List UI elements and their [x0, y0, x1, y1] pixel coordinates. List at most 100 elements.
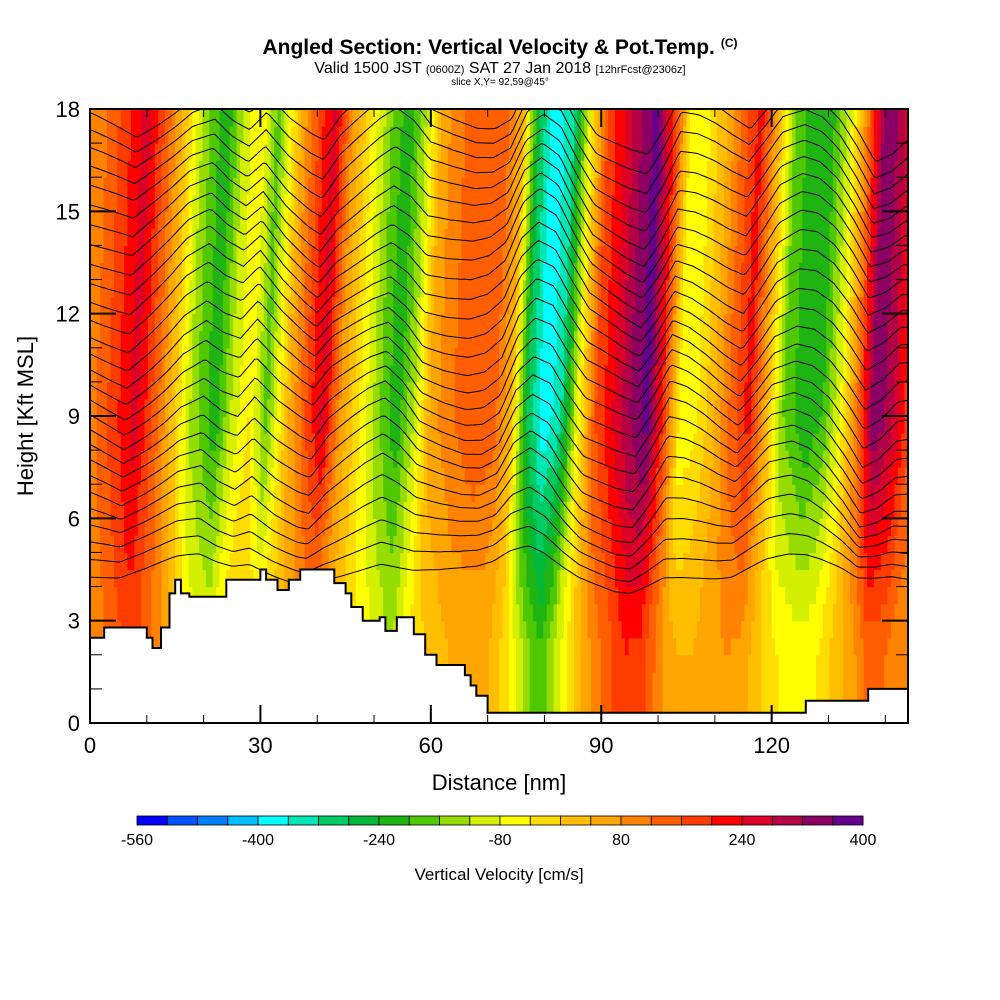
field-cell [124, 364, 129, 383]
field-cell [437, 433, 442, 451]
field-cell [434, 603, 439, 622]
field-cell [345, 381, 350, 400]
field-cell [147, 245, 152, 264]
field-cell [400, 535, 405, 554]
field-cell [134, 177, 139, 195]
field-cell [270, 177, 275, 195]
field-cell [417, 228, 422, 247]
field-cell [216, 535, 221, 554]
field-cell [195, 194, 200, 212]
field-cell [372, 347, 377, 366]
field-cell [519, 654, 524, 673]
field-cell [393, 228, 398, 247]
field-cell [447, 177, 452, 195]
field-cell [236, 279, 241, 298]
field-cell [522, 177, 527, 195]
field-cell [509, 467, 514, 485]
field-cell [369, 603, 374, 622]
field-cell [355, 433, 360, 451]
field-cell [304, 211, 309, 229]
field-cell [195, 398, 200, 417]
field-cell [315, 552, 319, 571]
field-cell [144, 228, 149, 247]
field-cell [212, 228, 217, 247]
field-cell [403, 501, 408, 519]
field-cell [509, 347, 514, 366]
field-cell [444, 518, 449, 536]
field-cell [430, 535, 435, 554]
field-cell [304, 177, 309, 195]
field-cell [267, 194, 272, 212]
field-cell [413, 279, 418, 298]
field-cell [137, 416, 142, 434]
field-cell [536, 279, 541, 298]
field-cell [488, 671, 493, 690]
field-cell [471, 347, 476, 366]
field-cell [182, 296, 186, 315]
field-cell [250, 194, 255, 212]
field-cell [512, 450, 517, 468]
field-cell [168, 279, 173, 298]
field-cell [222, 398, 227, 417]
field-cell [451, 433, 456, 451]
field-cell [502, 126, 507, 144]
field-cell [505, 211, 510, 229]
field-cell [526, 381, 531, 400]
field-cell [90, 160, 94, 178]
field-cell [107, 569, 111, 588]
field-cell [301, 484, 306, 502]
field-cell [342, 535, 347, 554]
field-cell [222, 211, 227, 229]
field-cell [274, 381, 279, 400]
field-cell [127, 143, 132, 161]
field-cell [505, 177, 510, 195]
field-cell [434, 330, 439, 349]
field-cell [226, 313, 231, 332]
field-cell [308, 330, 313, 349]
field-cell [461, 535, 466, 554]
field-cell [526, 364, 531, 383]
field-cell [543, 671, 548, 690]
field-cell [441, 398, 446, 417]
field-cell [475, 296, 480, 315]
field-cell [335, 194, 340, 212]
field-cell [117, 501, 122, 519]
field-cell [505, 364, 510, 383]
field-cell [536, 671, 541, 690]
field-cell [420, 245, 425, 264]
field-cell [499, 586, 503, 605]
field-cell [93, 535, 98, 554]
field-cell [130, 433, 135, 451]
field-cell [536, 143, 541, 161]
field-cell [107, 416, 111, 434]
field-cell [151, 569, 156, 588]
field-cell [519, 501, 524, 519]
field-cell [478, 313, 483, 332]
field-cell [195, 126, 200, 144]
field-cell [393, 501, 398, 519]
field-cell [516, 484, 520, 502]
field-cell [366, 143, 371, 161]
field-cell [485, 416, 490, 434]
field-cell [536, 450, 541, 468]
field-cell [502, 433, 507, 451]
field-cell [471, 313, 476, 332]
field-cell [100, 330, 105, 349]
field-cell [553, 450, 558, 468]
field-cell [253, 467, 258, 485]
field-cell [103, 467, 108, 485]
field-cell [512, 467, 517, 485]
field-cell [120, 433, 125, 451]
field-cell [403, 552, 408, 571]
field-cell [90, 211, 94, 229]
field-cell [451, 279, 456, 298]
field-cell [447, 262, 452, 281]
field-cell [512, 586, 517, 605]
field-cell [209, 586, 214, 605]
field-cell [311, 381, 316, 400]
field-cell [430, 364, 435, 383]
field-cell [209, 211, 214, 229]
field-cell [270, 279, 275, 298]
field-cell [393, 245, 398, 264]
field-cell [233, 262, 238, 281]
